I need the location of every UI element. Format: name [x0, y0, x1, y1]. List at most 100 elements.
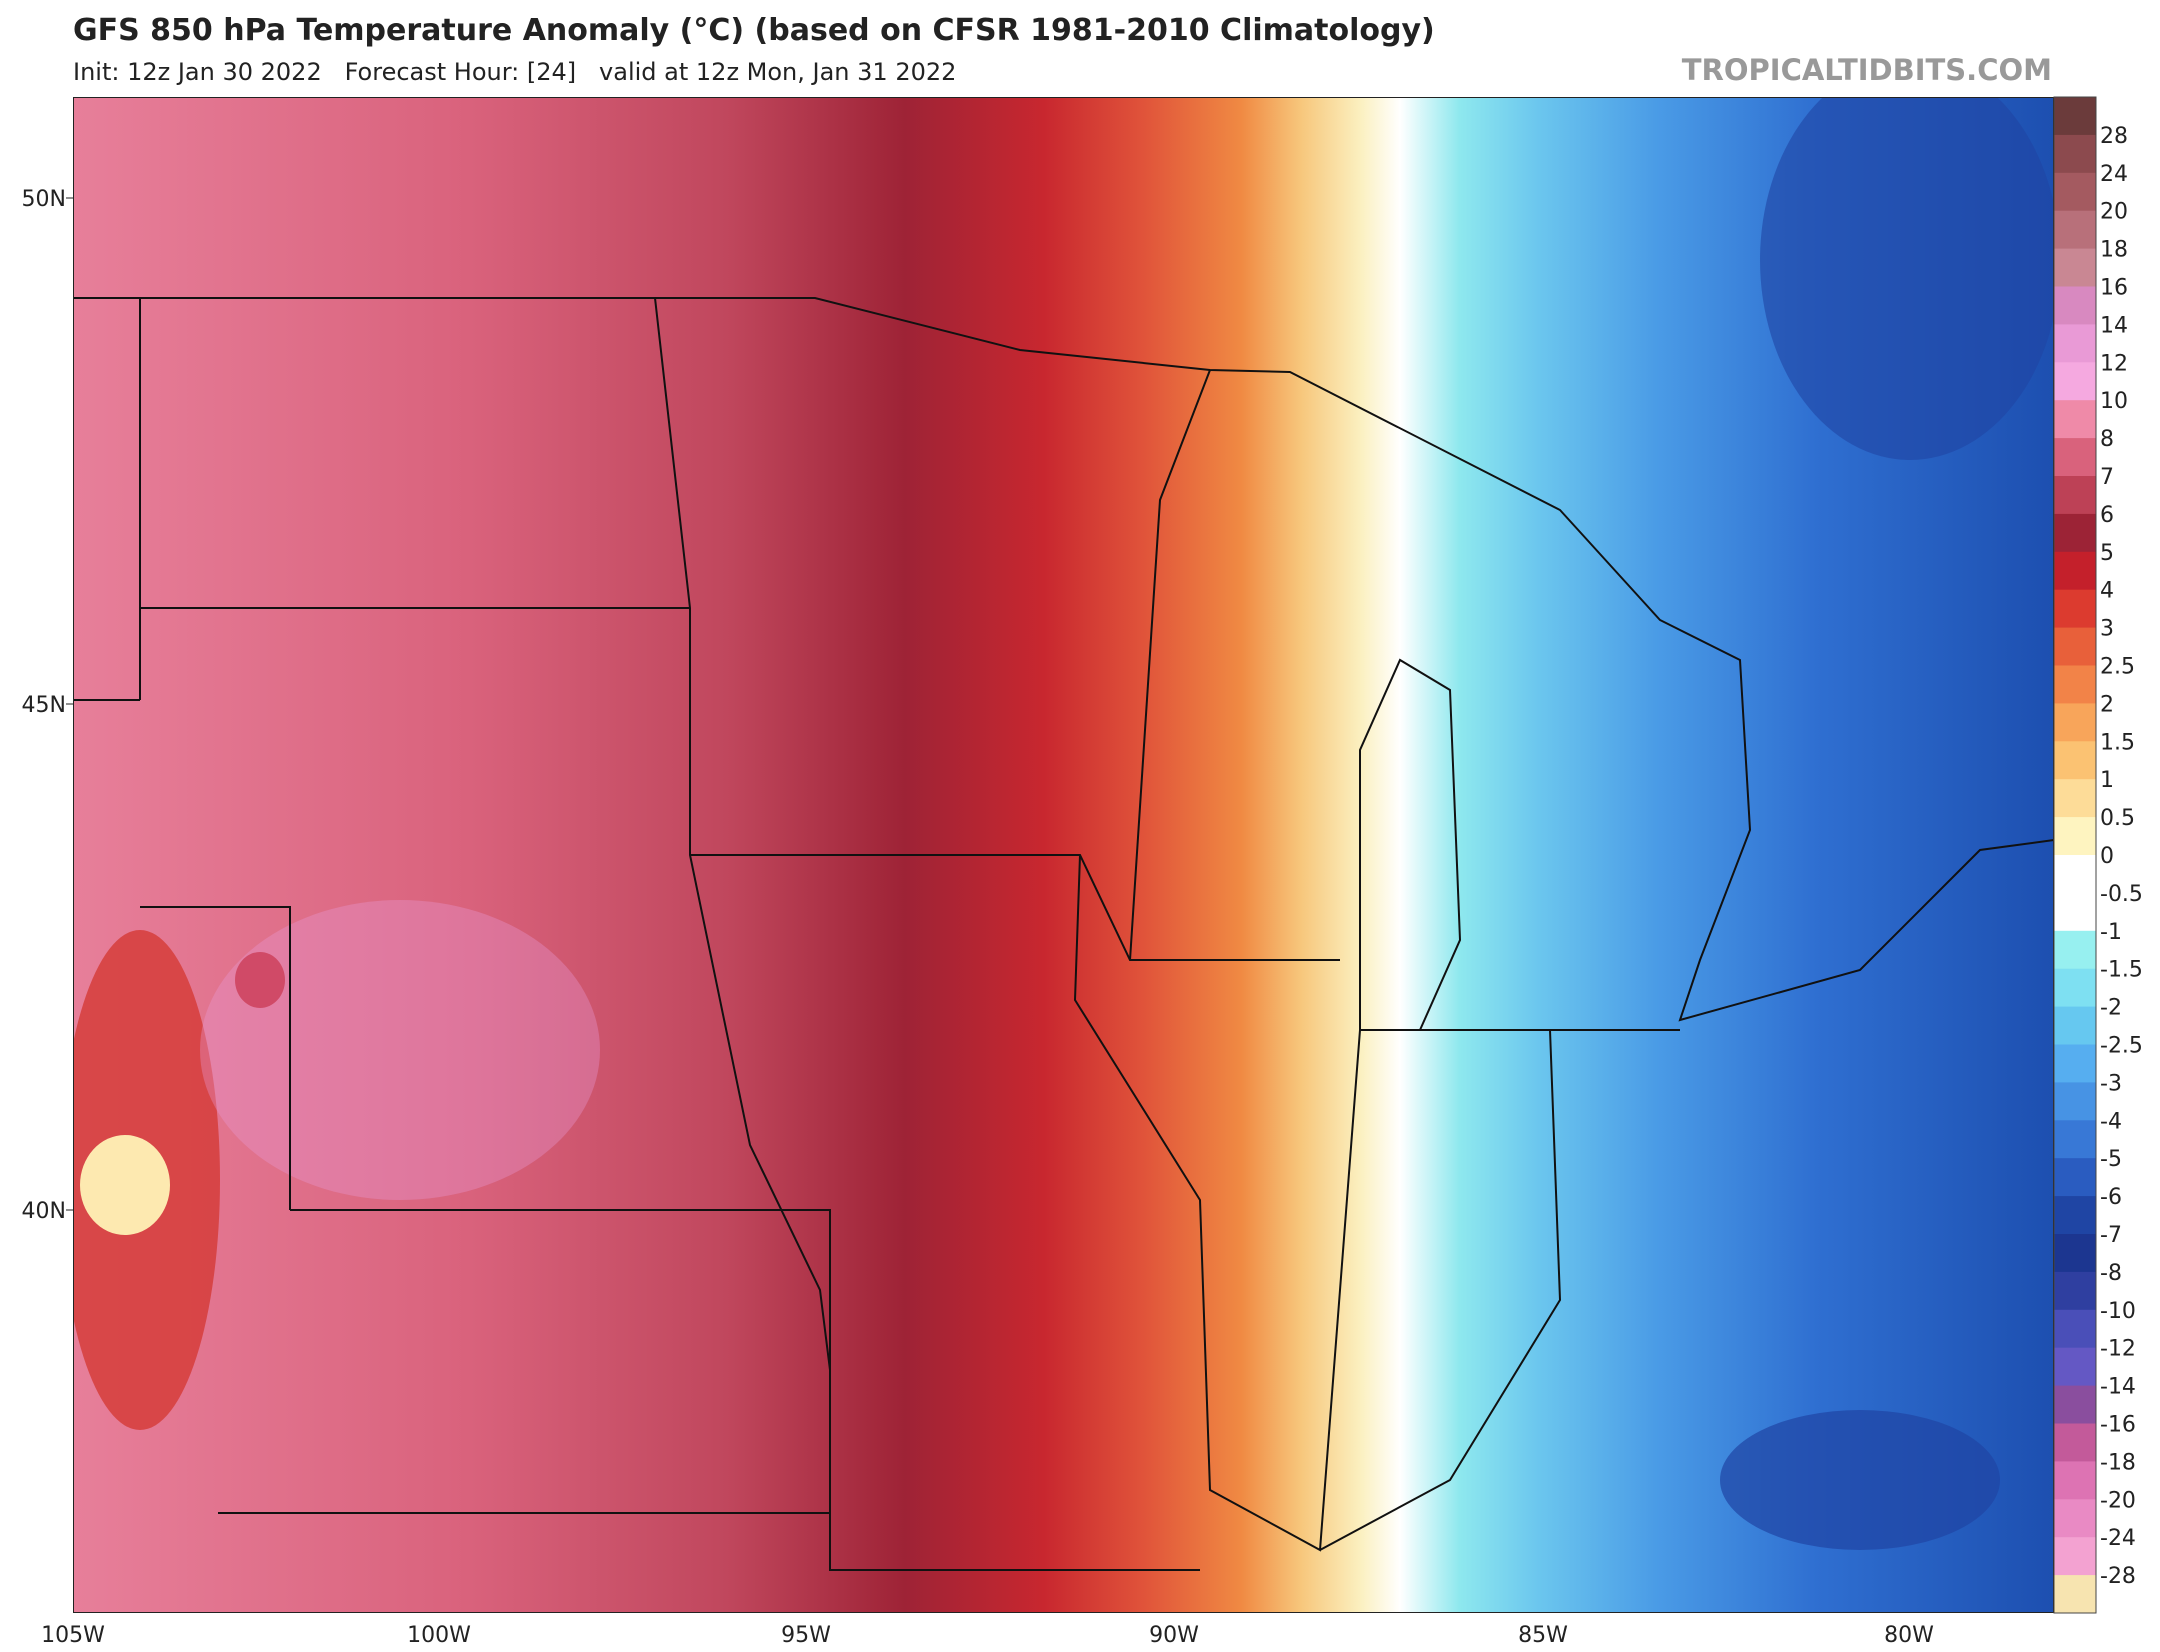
colorbar-box [2054, 210, 2096, 250]
colorbar-box [2054, 1196, 2096, 1235]
colorbar-label: -7 [2100, 1223, 2122, 1248]
colorbar-label: 6 [2100, 503, 2114, 528]
colorbar-box [2054, 817, 2096, 856]
warm-spot [235, 952, 285, 1008]
lon-label: 80W [1884, 1623, 1934, 1648]
colorbar-box [2054, 1385, 2096, 1424]
colorbar-box [2054, 703, 2096, 742]
colorbar-label: -1.5 [2100, 958, 2143, 983]
colorbar-box [2054, 589, 2096, 629]
colorbar-label: -0.5 [2100, 882, 2143, 907]
lat-label: 40N [22, 1199, 66, 1224]
colorbar-label: 18 [2100, 238, 2128, 263]
colorbar-box [2054, 1082, 2096, 1121]
colorbar-label: -3 [2100, 1071, 2122, 1096]
colorbar-label: -24 [2100, 1526, 2136, 1551]
colorbar-box [2054, 855, 2096, 894]
colorbar-label: 0.5 [2100, 806, 2135, 831]
colorbar-label: 28 [2100, 124, 2128, 149]
lat-label: 50N [22, 187, 66, 212]
colorbar-label: -1 [2100, 920, 2122, 945]
colorbar-box [2054, 1006, 2096, 1045]
colorbar-label: -6 [2100, 1185, 2122, 1210]
colorbar-label: 12 [2100, 351, 2128, 376]
colorbar-box [2054, 286, 2096, 325]
colorbar-label: -8 [2100, 1261, 2122, 1286]
colorbar-box [2054, 1499, 2096, 1538]
colorbar-label: -16 [2100, 1413, 2136, 1438]
colorbar-box [2054, 1120, 2096, 1159]
colorbar-label: 16 [2100, 276, 2128, 301]
colorbar-box [2054, 400, 2096, 439]
colorbar-label: 20 [2100, 200, 2128, 225]
colorbar-box [2054, 741, 2096, 780]
colorbar-label: 1.5 [2100, 730, 2135, 755]
lon-label: 105W [41, 1623, 105, 1648]
colorbar-label: -4 [2100, 1109, 2122, 1134]
colorbar-label: -12 [2100, 1337, 2136, 1362]
colorbar-label: 2.5 [2100, 655, 2135, 680]
colorbar-label: 3 [2100, 617, 2114, 642]
colorbar-label: 5 [2100, 541, 2114, 566]
colorbar-label: -20 [2100, 1488, 2136, 1513]
colorbar-box [2054, 438, 2096, 477]
colorbar-label: -14 [2100, 1375, 2136, 1400]
colorbar-box [2054, 1461, 2096, 1500]
border [690, 854, 1680, 1552]
colorbar-box [2054, 551, 2096, 591]
colorbar-box [2054, 1347, 2096, 1387]
watermark: TROPICALTIDBITS.COM [1682, 53, 2052, 87]
colorbar-box [2054, 513, 2096, 553]
lon-label: 90W [1149, 1623, 1199, 1648]
colorbar-label: 14 [2100, 313, 2128, 338]
colorbar-box [2054, 627, 2096, 666]
colorbar-label: -2 [2100, 996, 2122, 1021]
colorbar-label: -28 [2100, 1564, 2136, 1589]
colorbar-label: -5 [2100, 1147, 2122, 1172]
cold-spot [1760, 97, 2054, 460]
title: GFS 850 hPa Temperature Anomaly (°C) (ba… [73, 13, 1435, 48]
colorbar-box [2054, 968, 2096, 1008]
colorbar-box [2054, 97, 2096, 136]
border [73, 297, 2054, 1022]
colorbar-box [2054, 134, 2096, 174]
lat-label: 45N [22, 693, 66, 718]
map [73, 97, 2054, 1613]
colorbar-box [2054, 1158, 2096, 1197]
colorbar-label: -2.5 [2100, 1034, 2143, 1059]
border [1129, 369, 1462, 1031]
colorbar-label: 0 [2100, 844, 2114, 869]
colorbar-label: 2 [2100, 692, 2114, 717]
colorbar-box [2054, 1537, 2096, 1576]
colorbar-box [2054, 476, 2096, 515]
colorbar-label: -10 [2100, 1299, 2136, 1324]
colorbar-box [2054, 324, 2096, 363]
border [73, 297, 1200, 1571]
cold-spot [1720, 1410, 2000, 1550]
colorbar-box [2054, 1044, 2096, 1083]
colorbar-box [2054, 665, 2096, 704]
colorbar-frame [2053, 96, 2097, 1614]
colorbar-box [2054, 892, 2096, 932]
colorbar-label: 1 [2100, 768, 2114, 793]
colorbar-box [2054, 930, 2096, 970]
colorbar-box [2054, 1575, 2096, 1614]
colorbar-label: 24 [2100, 162, 2128, 187]
colorbar-box [2054, 1423, 2096, 1462]
colorbar-box [2054, 1271, 2096, 1311]
colorbar-box [2054, 1309, 2096, 1349]
subtitle: Init: 12z Jan 30 2022 Forecast Hour: [24… [73, 58, 956, 86]
pink-area [200, 900, 600, 1200]
colorbar-label: 8 [2100, 427, 2114, 452]
colorbar-box [2054, 362, 2096, 401]
lon-label: 100W [407, 1623, 471, 1648]
hot-spot [80, 1135, 170, 1235]
colorbar-label: 10 [2100, 389, 2128, 414]
colorbar-label: 4 [2100, 579, 2114, 604]
colorbar-box [2054, 172, 2096, 212]
colorbar: 28 24 20 18 16 14 12 10 8 7 6 5 4 3 2.5 2 1.5 1 0.5 0 -0.5 -1… [2053, 96, 2143, 1614]
colorbar-box [2054, 248, 2096, 287]
colorbar-label: -18 [2100, 1450, 2136, 1475]
colorbar-box [2054, 1234, 2096, 1273]
